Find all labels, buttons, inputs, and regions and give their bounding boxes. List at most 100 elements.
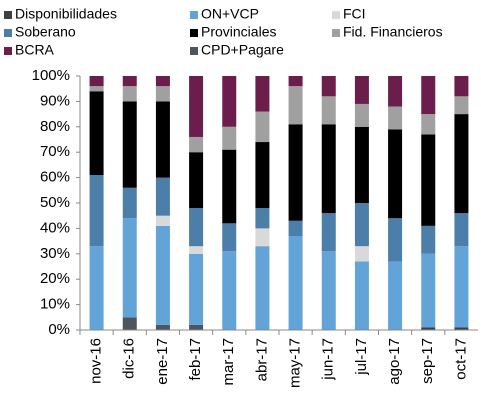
bar-segment	[388, 76, 403, 107]
x-tick-label: sep-17	[419, 338, 436, 384]
x-tick-label: ene-17	[154, 338, 171, 385]
bar-segment	[321, 213, 336, 252]
bar-segment	[454, 246, 469, 328]
y-tick-label: 30%	[40, 245, 70, 262]
bar-segment	[222, 251, 237, 330]
bar-segment	[89, 86, 104, 92]
bar-segment	[155, 86, 170, 102]
bar-segment	[89, 246, 104, 330]
legend-label: FCI	[343, 6, 366, 22]
legend-label: Disponibilidades	[15, 6, 117, 22]
bar-segment	[288, 86, 303, 125]
legend-swatch	[332, 11, 340, 19]
bar-segment	[421, 253, 436, 328]
bar-segment	[122, 76, 137, 87]
x-tick-label: jul-17	[353, 338, 370, 376]
y-tick-label: 20%	[40, 270, 70, 287]
bar-segment	[189, 76, 204, 137]
legend-label: Provinciales	[201, 24, 276, 40]
bar-segment	[222, 76, 237, 127]
x-tick-label: ago-17	[386, 338, 403, 385]
legend-label: ON+VCP	[201, 6, 259, 22]
x-tick-label: nov-16	[88, 338, 105, 384]
bar-segment	[354, 103, 369, 127]
bar-segment	[421, 225, 436, 254]
bar-segment	[222, 126, 237, 150]
y-tick-label: 90%	[40, 92, 70, 109]
x-tick-label: may-17	[287, 338, 304, 388]
bar-segment	[354, 203, 369, 247]
bar-segment	[421, 327, 436, 330]
legend-swatch	[4, 47, 12, 55]
bar-segment	[354, 261, 369, 330]
bar-segment	[189, 152, 204, 209]
legend-swatch	[332, 29, 340, 37]
bar-segment	[155, 101, 170, 178]
bar-segment	[255, 76, 270, 112]
x-tick-label: mar-17	[220, 338, 237, 386]
x-tick-label: feb-17	[187, 338, 204, 381]
bar-segment	[354, 246, 369, 262]
bar-segment	[421, 134, 436, 226]
bar-segment	[321, 96, 336, 125]
bar-segment	[155, 76, 170, 87]
bar-segment	[421, 114, 436, 135]
bar-segment	[388, 106, 403, 130]
bar-segment	[189, 136, 204, 153]
bar-segment	[454, 96, 469, 115]
y-tick-label: 100%	[32, 67, 70, 84]
bar-segment	[122, 101, 137, 188]
x-tick-label: oct-17	[452, 338, 469, 380]
bar-segment	[454, 114, 469, 214]
y-tick-label: 0%	[48, 321, 70, 338]
bar-segment	[321, 124, 336, 214]
x-tick-label: jun-17	[320, 338, 337, 381]
bar-segment	[122, 218, 137, 318]
bar-segment	[189, 253, 204, 325]
bar-segment	[189, 324, 204, 330]
bar-segment	[255, 208, 270, 229]
bar-segment	[89, 76, 104, 87]
bar-segment	[421, 76, 436, 115]
bar-segment	[255, 246, 270, 330]
bar-segment	[89, 91, 104, 176]
bar-segment	[222, 223, 237, 252]
bar-segment	[454, 76, 469, 97]
bar-segment	[89, 175, 104, 247]
y-tick-label: 60%	[40, 169, 70, 186]
y-tick-label: 10%	[40, 296, 70, 313]
y-tick-label: 70%	[40, 143, 70, 160]
bar-segment	[155, 215, 170, 226]
bar-segment	[155, 225, 170, 325]
legend-label: BCRA	[15, 42, 55, 58]
legend-label: Soberano	[15, 24, 76, 40]
bar-segment	[288, 220, 303, 237]
bar-segment	[288, 236, 303, 330]
bar-segment	[288, 124, 303, 221]
bar-segment	[454, 213, 469, 247]
bar-segment	[454, 327, 469, 330]
bar-segment	[155, 177, 170, 216]
bar-segment	[189, 208, 204, 247]
bar-segment	[222, 149, 237, 224]
legend-swatch	[4, 29, 12, 37]
bar-segment	[122, 317, 137, 330]
x-tick-label: abr-17	[253, 338, 270, 381]
legend-swatch	[190, 11, 198, 19]
legend-swatch	[190, 47, 198, 55]
y-tick-label: 80%	[40, 118, 70, 135]
bar-segment	[388, 218, 403, 262]
bar-segment	[155, 324, 170, 330]
bar-segment	[255, 142, 270, 209]
bar-segment	[288, 76, 303, 87]
bar-segment	[321, 251, 336, 330]
bar-segment	[122, 86, 137, 102]
bar-segment	[255, 111, 270, 143]
legend-label: Fid. Financieros	[343, 24, 443, 40]
legend-label: CPD+Pagare	[201, 42, 284, 58]
bar-segment	[189, 246, 204, 254]
bar-segment	[321, 76, 336, 97]
y-tick-label: 40%	[40, 219, 70, 236]
bar-segment	[388, 129, 403, 219]
